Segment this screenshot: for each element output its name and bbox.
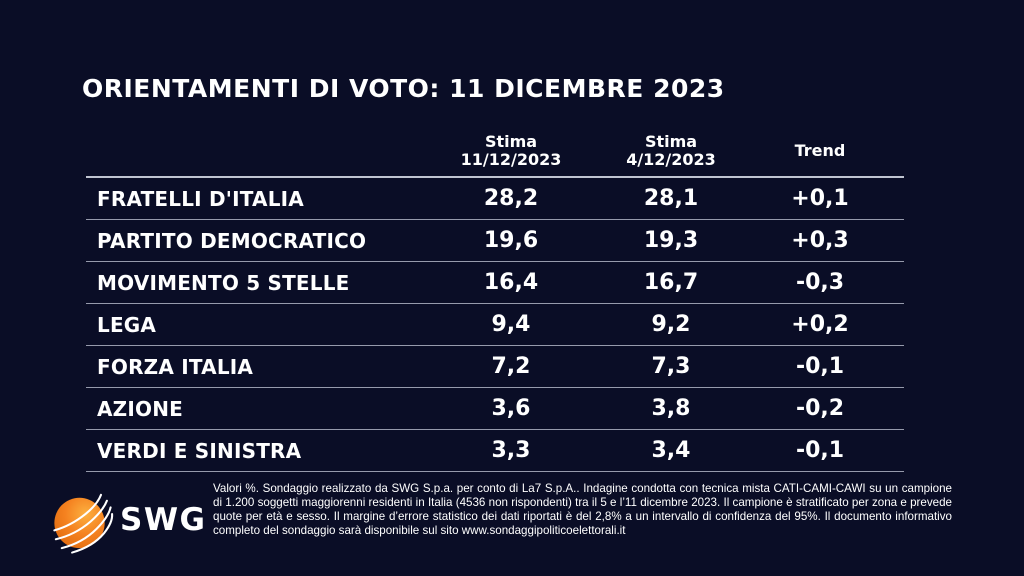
column-header-sublabel: 4/12/2023	[626, 150, 716, 169]
stima-previous-value: 19,3	[643, 228, 699, 253]
stima-previous-value: 9,2	[651, 312, 691, 337]
stima-previous-value: 16,7	[643, 270, 699, 295]
trend-value: -0,3	[795, 270, 845, 295]
stima-previous-value: 28,1	[643, 186, 699, 211]
column-header-label: Trend	[794, 140, 846, 160]
party-name: AZIONE	[97, 396, 184, 421]
trend-value: -0,2	[795, 396, 845, 421]
stima-current-value: 19,6	[483, 228, 539, 253]
column-header-label: Stima	[644, 131, 698, 151]
party-name: FORZA ITALIA	[97, 354, 254, 379]
party-name: PARTITO DEMOCRATICO	[97, 228, 367, 253]
table-row: AZIONE 3,6 3,8 -0,2	[86, 388, 904, 430]
stima-previous-value: 7,3	[651, 354, 691, 379]
table-body: FRATELLI D'ITALIA 28,2 28,1 +0,1 PARTITO…	[86, 178, 904, 472]
column-header-trend: Trend	[736, 126, 904, 176]
trend-value: +0,3	[791, 228, 849, 253]
stima-current-value: 9,4	[491, 312, 531, 337]
trend-value: +0,2	[791, 312, 849, 337]
party-name: VERDI E SINISTRA	[97, 438, 302, 463]
swg-globe-icon	[53, 493, 114, 554]
party-name: LEGA	[97, 312, 157, 337]
table-header-row: Stima 11/12/2023 Stima 4/12/2023 Trend	[86, 126, 904, 178]
stima-current-value: 3,3	[491, 438, 531, 463]
stima-current-value: 16,4	[483, 270, 539, 295]
table-row: FORZA ITALIA 7,2 7,3 -0,1	[86, 346, 904, 388]
column-header-stima-previous: Stima 4/12/2023	[606, 126, 736, 176]
party-name: FRATELLI D'ITALIA	[97, 186, 304, 211]
column-header-party	[86, 126, 416, 176]
column-header-stima-current: Stima 11/12/2023	[416, 126, 606, 176]
table-row: LEGA 9,4 9,2 +0,2	[86, 304, 904, 346]
swg-logo: SWG	[44, 482, 210, 558]
party-name: MOVIMENTO 5 STELLE	[97, 270, 350, 295]
column-header-label: Stima	[484, 131, 538, 151]
methodology-note: Valori %. Sondaggio realizzato da SWG S.…	[213, 482, 952, 537]
swg-logo-text: SWG	[120, 502, 207, 538]
stima-current-value: 7,2	[491, 354, 531, 379]
trend-value: +0,1	[791, 186, 849, 211]
page-title: ORIENTAMENTI DI VOTO: 11 DICEMBRE 2023	[82, 74, 725, 103]
table-row: FRATELLI D'ITALIA 28,2 28,1 +0,1	[86, 178, 904, 220]
table-row: PARTITO DEMOCRATICO 19,6 19,3 +0,3	[86, 220, 904, 262]
stima-previous-value: 3,8	[651, 396, 691, 421]
trend-value: -0,1	[795, 354, 845, 379]
table-row: MOVIMENTO 5 STELLE 16,4 16,7 -0,3	[86, 262, 904, 304]
stima-current-value: 3,6	[491, 396, 531, 421]
poll-table: Stima 11/12/2023 Stima 4/12/2023 Trend F…	[86, 126, 904, 472]
table-row: VERDI E SINISTRA 3,3 3,4 -0,1	[86, 430, 904, 472]
trend-value: -0,1	[795, 438, 845, 463]
column-header-sublabel: 11/12/2023	[460, 150, 562, 169]
stima-previous-value: 3,4	[651, 438, 691, 463]
stima-current-value: 28,2	[483, 186, 539, 211]
